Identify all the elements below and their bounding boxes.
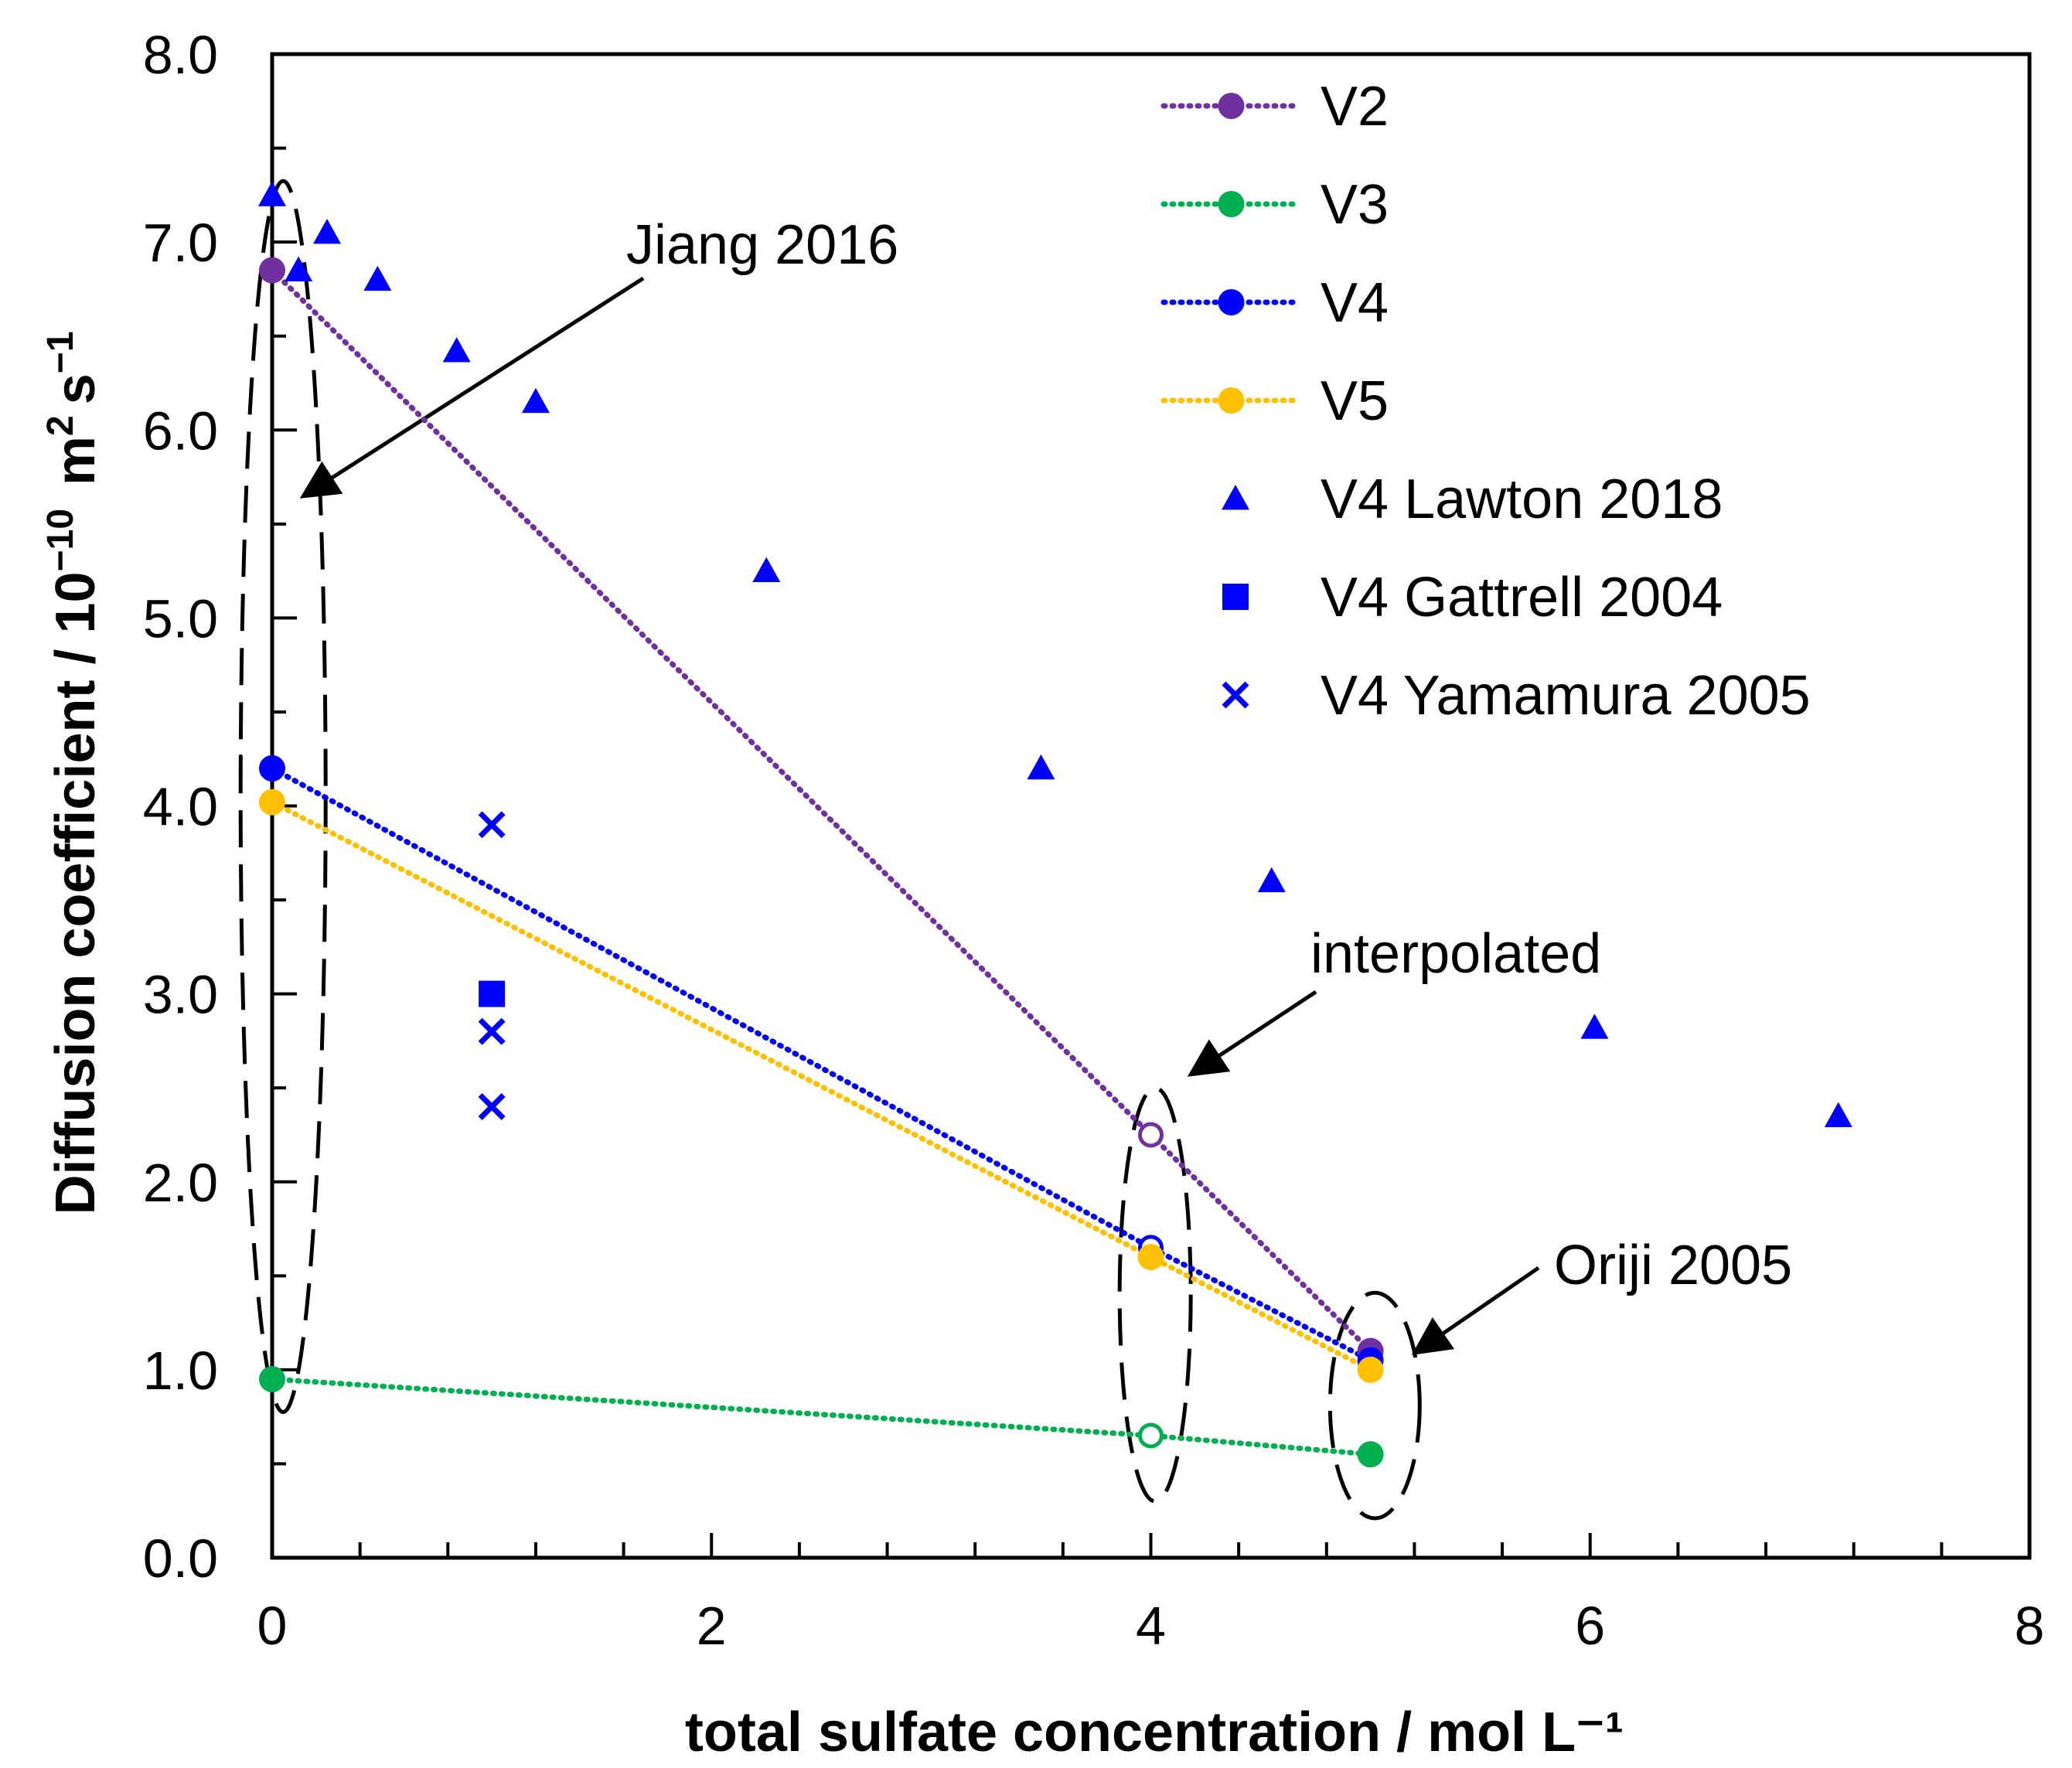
- x-tick-label: 6: [1575, 1596, 1605, 1656]
- point-v4-lawton-2018: [442, 337, 471, 363]
- point-v4-lawton-2018: [1824, 1102, 1852, 1128]
- point-v4-lawton-2018: [313, 218, 342, 244]
- y-tick-label: 5.0: [143, 588, 218, 649]
- y-axis-title-main: Diffusion coefficient / 10: [45, 571, 107, 1214]
- legend-label: V5: [1321, 370, 1389, 432]
- point-v4-lawton-2018: [1580, 1013, 1609, 1039]
- x-marker-stroke: [478, 1017, 506, 1045]
- legend-marker: [1218, 93, 1245, 119]
- legend-marker: [1222, 485, 1249, 510]
- legend-item-v2: V2: [1160, 76, 1389, 138]
- y-axis-title-s-exponent: −1: [40, 331, 81, 373]
- point-v4-lawton-2018: [1027, 754, 1055, 780]
- y-tick-label: 8.0: [143, 25, 218, 85]
- x-marker-stroke: [478, 1093, 506, 1120]
- y-axis-title-unit-exponent: 2: [40, 415, 81, 436]
- y-tick-label: 7.0: [143, 213, 218, 273]
- ellipse-oriji-2005: [1327, 1290, 1422, 1521]
- arrow-jiang-2016: [299, 276, 645, 499]
- y-tick-label: 3.0: [143, 965, 218, 1025]
- point-v4-yamamura-2005: [478, 1017, 506, 1045]
- legend-label: V4: [1321, 272, 1389, 334]
- legend-item-v4-gattrell-2004: V4 Gattrell 2004: [1222, 567, 1723, 629]
- point-v4-lawton-2018: [521, 387, 550, 414]
- point-v4-yamamura-2005: [478, 1093, 506, 1120]
- x-tick-label: 4: [1136, 1596, 1166, 1656]
- annotation-arrows: [299, 276, 1540, 1355]
- annotation-ellipses: [238, 179, 1422, 1521]
- legend-label: V3: [1321, 174, 1389, 236]
- point-v4-lawton-2018: [363, 265, 392, 291]
- point-v4-lawton-2018: [1257, 867, 1286, 893]
- point-v4: [259, 755, 285, 782]
- x-tick-label: 2: [697, 1596, 727, 1656]
- y-tick-label: 0.0: [143, 1528, 218, 1589]
- point-v4-lawton-2018: [258, 181, 286, 206]
- y-tick-label: 2.0: [143, 1153, 218, 1213]
- point-v5: [1137, 1244, 1164, 1270]
- x-marker-stroke: [478, 811, 506, 839]
- legend-item-v4-yamamura-2005: V4 Yamamura 2005: [1222, 665, 1811, 727]
- legend-item-v4-lawton-2018: V4 Lawton 2018: [1222, 468, 1723, 530]
- x-axis-title: total sulfate concentration / mol L⁻¹: [685, 1702, 1624, 1763]
- legend-item-v4: V4: [1160, 272, 1389, 334]
- series-lines: [269, 267, 1374, 1457]
- arrow-oriji-2005: [1411, 1266, 1540, 1355]
- point-v5: [259, 789, 285, 816]
- point-v2: [259, 257, 285, 284]
- legend-marker: [1218, 387, 1245, 414]
- x-tick-label: 8: [2015, 1596, 2045, 1656]
- legend-marker: [1222, 681, 1249, 709]
- legend-label: V4 Gattrell 2004: [1321, 567, 1723, 629]
- annotation-oriji-2005: Oriji 2005: [1554, 1235, 1792, 1296]
- annotation-jiang-2016: Jiang 2016: [626, 214, 898, 276]
- point-v4-lawton-2018: [285, 256, 313, 281]
- legend-marker: [1222, 584, 1249, 610]
- legend-label: V4 Yamamura 2005: [1321, 665, 1811, 727]
- arrow-interpolated: [1187, 990, 1317, 1077]
- series-line-v3: [269, 1376, 1374, 1457]
- y-tick-label: 4.0: [143, 777, 218, 837]
- point-v3: [1138, 1422, 1164, 1449]
- point-v4-yamamura-2005: [478, 811, 506, 839]
- legend-label: V4 Lawton 2018: [1321, 468, 1723, 530]
- series-line-v5: [269, 799, 1374, 1373]
- x-tick-label: 0: [257, 1596, 288, 1656]
- point-v2: [1138, 1122, 1164, 1148]
- y-axis-title: Diffusion coefficient / 10−10 m2 s−1: [40, 331, 107, 1214]
- legend-item-v3: V3: [1160, 174, 1389, 236]
- axis-tick-labels: 0 2 4 6 8 0.0 1.0 2.0 3.0 4.0 5.0 6.0 7.0 8.0: [143, 25, 2045, 1656]
- y-axis-title-exponent: −10: [40, 509, 81, 571]
- legend-label: V2: [1321, 76, 1389, 138]
- y-axis-title-unit: m: [45, 436, 107, 485]
- point-v3: [259, 1366, 285, 1393]
- legend-item-v5: V5: [1160, 370, 1389, 432]
- ellipse-interpolated: [1117, 1085, 1193, 1504]
- legend-marker: [1218, 191, 1245, 217]
- x-marker-stroke: [1222, 681, 1249, 709]
- plot-area-frame: [270, 52, 2032, 1560]
- y-tick-label: 6.0: [143, 400, 218, 461]
- annotation-interpolated: interpolated: [1310, 923, 1601, 985]
- y-tick-label: 1.0: [143, 1340, 218, 1401]
- legend: V2 V3 V4 V5 V4 Lawton 2018 V4 Gattrell 2004 V4…: [1160, 76, 1811, 727]
- series-marks: [258, 181, 1852, 1468]
- y-axis-title-s: s: [45, 373, 107, 404]
- point-v4-gattrell-2004: [479, 980, 506, 1007]
- point-v5: [1357, 1356, 1384, 1383]
- point-v3: [1357, 1441, 1384, 1468]
- axis-ticks: [271, 53, 2031, 1559]
- series-line-v2: [269, 267, 1374, 1354]
- point-v4-lawton-2018: [752, 557, 781, 582]
- legend-marker: [1218, 289, 1245, 315]
